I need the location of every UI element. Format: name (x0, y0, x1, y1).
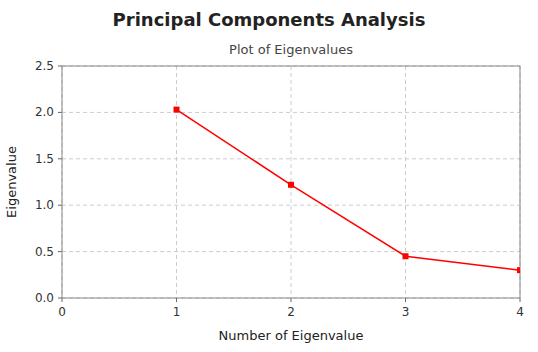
grid-line-y (62, 112, 520, 113)
tick-y (58, 251, 62, 252)
grid-line-y (62, 158, 520, 159)
plot-frame (62, 66, 520, 298)
tick-label-x: 1 (173, 305, 181, 319)
chart: Principal Components Analysis Plot of Eig… (0, 0, 538, 352)
grid-line-y (62, 205, 520, 206)
tick-label-y: 2.5 (35, 59, 54, 73)
line (177, 110, 521, 271)
grid-line-x (405, 66, 406, 298)
tick-label-x: 2 (287, 305, 295, 319)
point (517, 267, 520, 273)
tick-x (405, 298, 406, 302)
point (174, 107, 180, 113)
tick-label-y: 0.0 (35, 291, 54, 305)
tick-label-x: 4 (516, 305, 524, 319)
title: Principal Components Analysis (113, 9, 426, 30)
tick-label-y: 1.0 (35, 198, 54, 212)
tick-label-x: 0 (58, 305, 66, 319)
subtitle: Plot of Eigenvalues (229, 42, 353, 57)
tick-label-y: 0.5 (35, 245, 54, 259)
series (174, 107, 521, 274)
tick-label-y: 2.0 (35, 105, 54, 119)
tick-label-x: 3 (402, 305, 410, 319)
x-axis-label: Number of Eigenvalue (219, 328, 364, 343)
tick-y (58, 66, 62, 67)
tick-y (58, 205, 62, 206)
tick-x (176, 298, 177, 302)
y-axis-label: Eigenvalue (4, 146, 19, 218)
grid (62, 66, 520, 298)
tick-y (58, 112, 62, 113)
point (288, 182, 294, 188)
tick-x (291, 298, 292, 302)
tick-y (58, 298, 62, 299)
grid-line-y (62, 251, 520, 252)
axes: 0 1 2 3 4 0.0 0.5 1.0 1.5 2.0 2.5 (35, 59, 524, 319)
point (403, 253, 409, 259)
tick-y (58, 158, 62, 159)
tick-x (62, 298, 63, 302)
tick-x (520, 298, 521, 302)
tick-label-y: 1.5 (35, 152, 54, 166)
grid-line-x (176, 66, 177, 298)
